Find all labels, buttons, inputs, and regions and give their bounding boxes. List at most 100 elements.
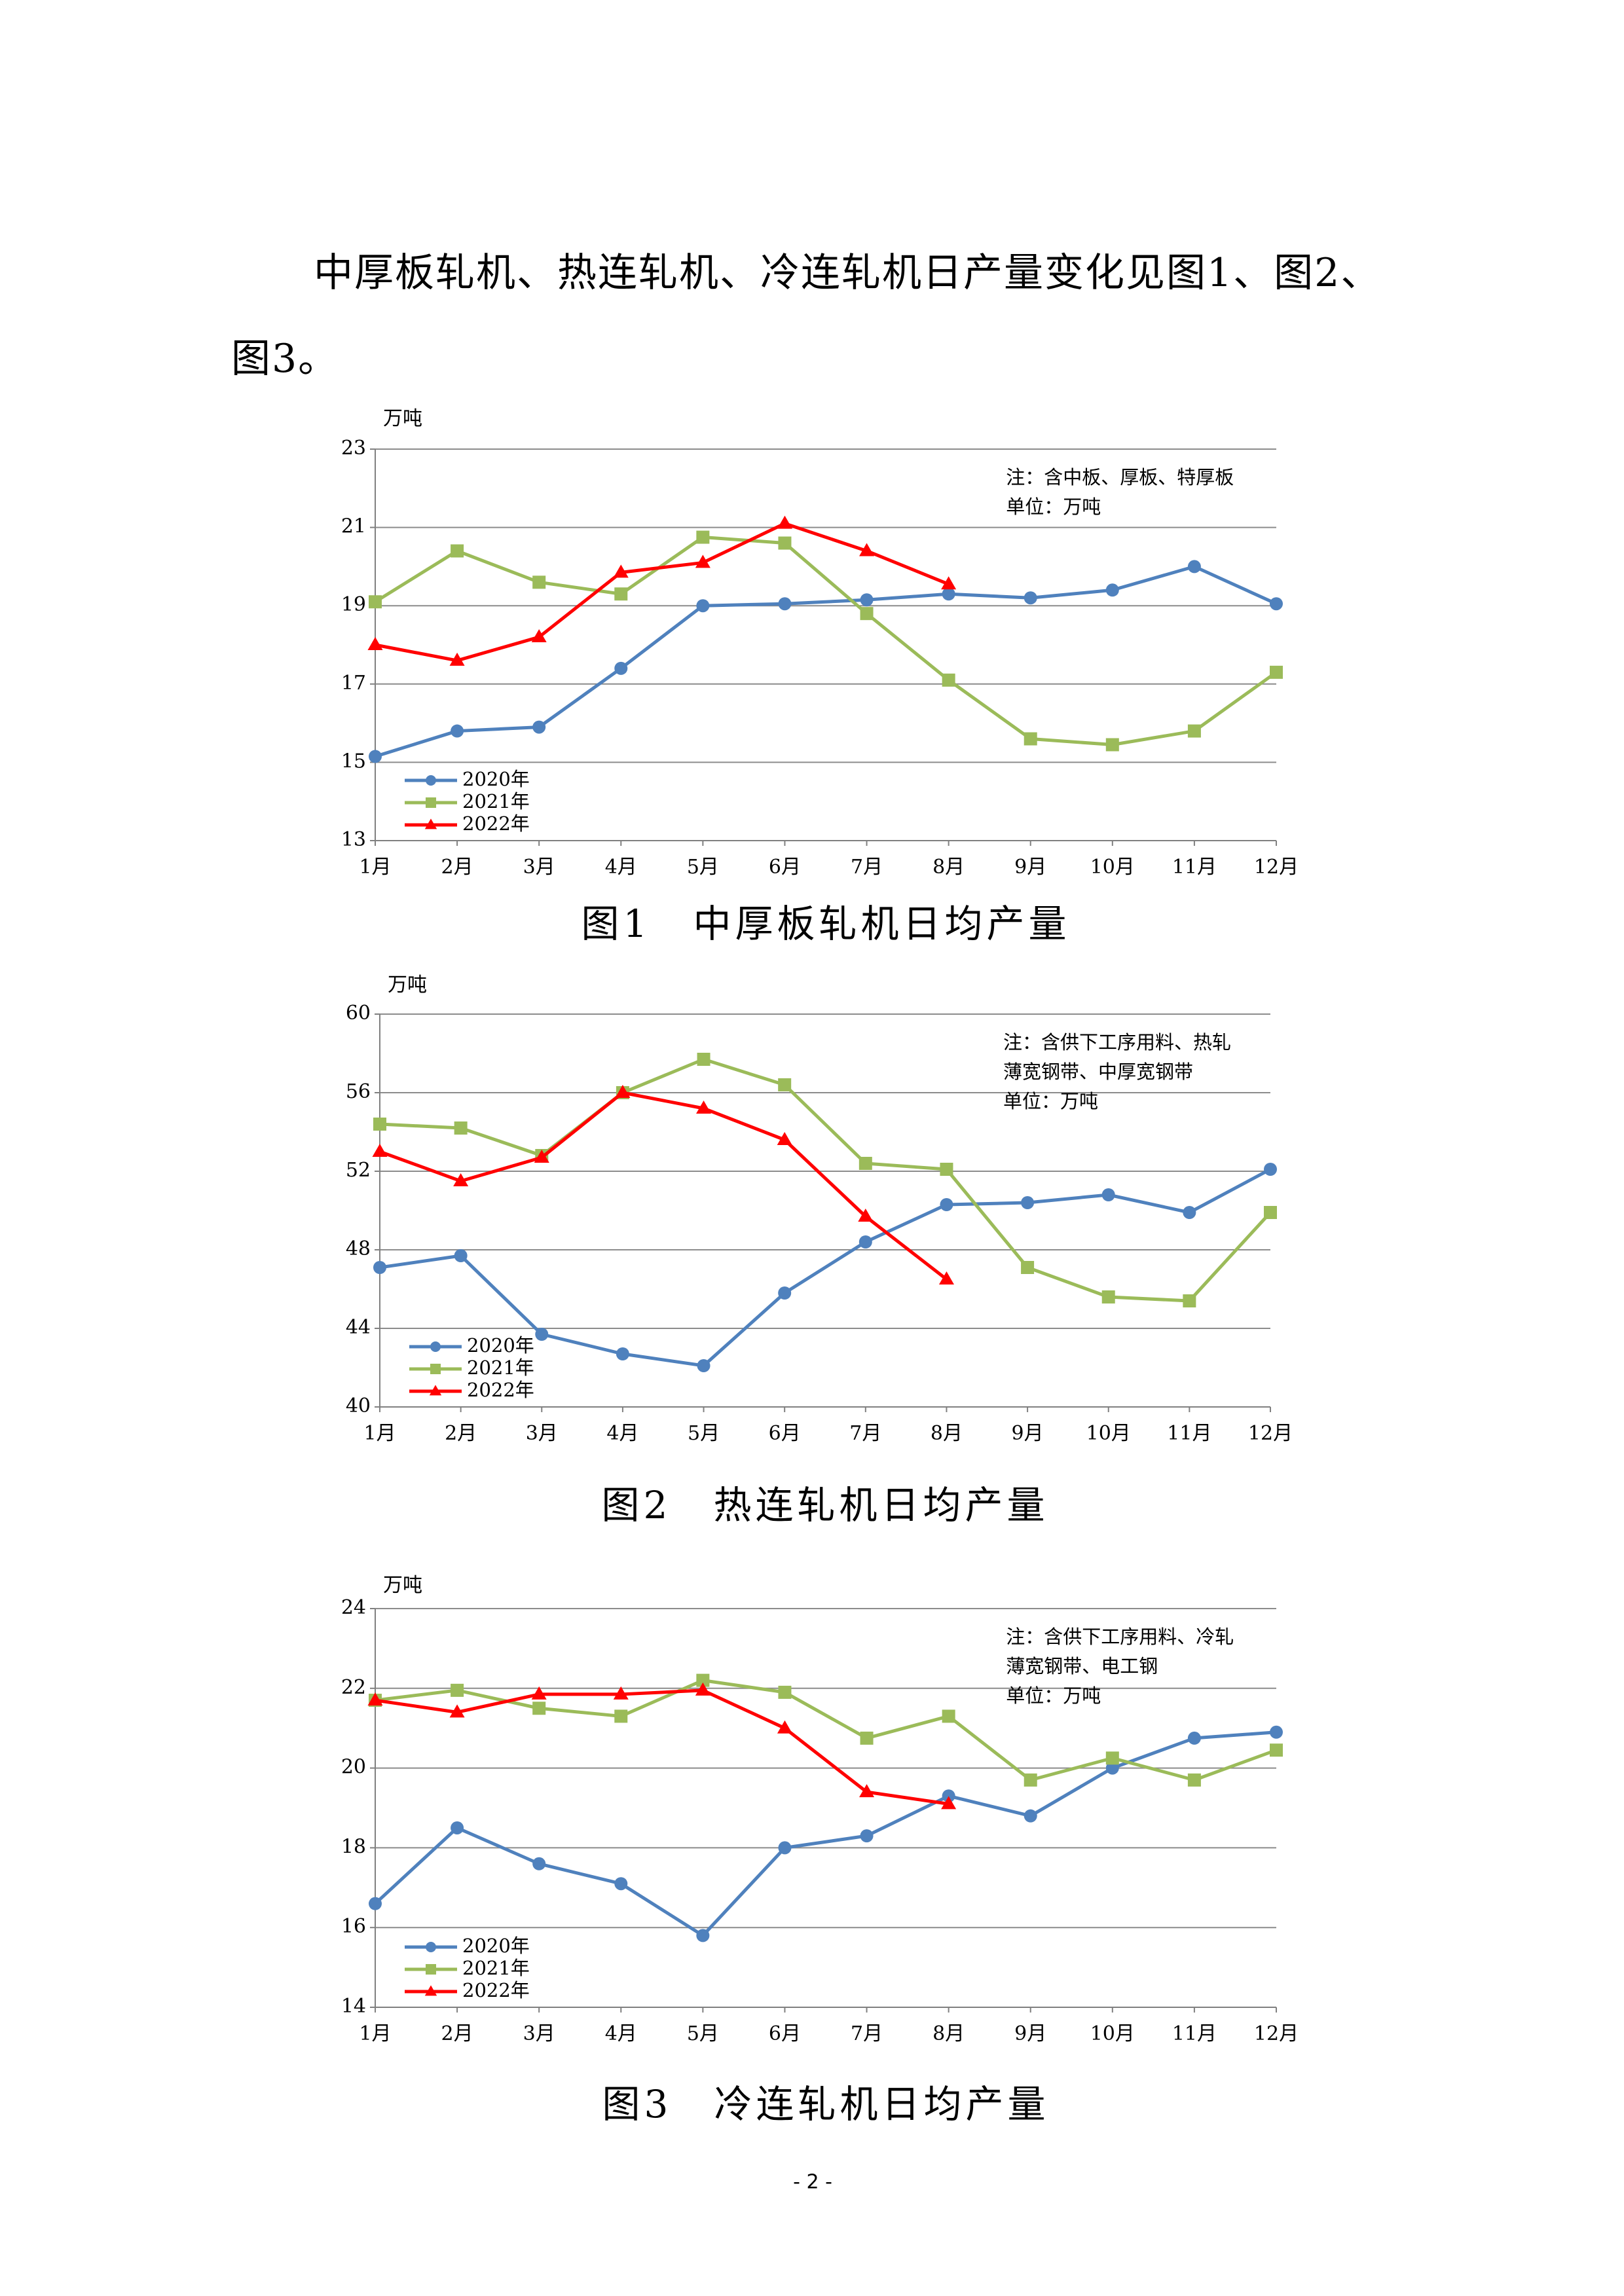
series-line <box>375 1688 950 1806</box>
marker <box>1024 1809 1037 1823</box>
x-tick-label: 2月 <box>445 1422 477 1445</box>
marker <box>1105 1751 1119 1765</box>
marker <box>696 530 710 544</box>
marker <box>369 1897 382 1910</box>
legend-label: 2020年 <box>467 1334 534 1357</box>
marker <box>614 661 628 675</box>
marker <box>858 1157 872 1170</box>
marker <box>942 673 955 687</box>
series-line <box>379 1091 948 1281</box>
marker <box>373 1118 386 1131</box>
legend-label: 2021年 <box>462 1957 530 1979</box>
marker <box>449 652 465 666</box>
marker <box>534 1150 549 1163</box>
note: 薄宽钢带、电工钢 <box>1006 1655 1158 1677</box>
x-tick-label: 11月 <box>1167 1422 1211 1445</box>
marker <box>367 637 383 650</box>
marker <box>1021 1261 1035 1274</box>
x-tick-label: 3月 <box>526 1422 558 1445</box>
marker <box>453 1173 469 1186</box>
paragraph: 中厚板轧机、热连轧机、冷连轧机日产量变化见图1、图2、图3。 <box>231 250 1382 382</box>
x-tick-label: 8月 <box>932 856 965 879</box>
legend-marker <box>426 1964 436 1975</box>
marker <box>1187 724 1201 738</box>
marker <box>1270 665 1283 679</box>
marker <box>532 720 546 734</box>
caption: 图2 热连轧机日均产量 <box>602 1483 1049 1527</box>
x-tick-label: 5月 <box>687 2022 719 2045</box>
marker <box>778 1841 792 1855</box>
marker <box>859 543 875 556</box>
x-tick-label: 3月 <box>523 856 555 879</box>
marker <box>1105 583 1119 597</box>
marker <box>940 1163 953 1176</box>
x-tick-label: 10月 <box>1090 2022 1135 2045</box>
x-tick-label: 12月 <box>1254 2022 1299 2045</box>
y-tick-label: 20 <box>341 1756 366 1779</box>
marker <box>860 1829 874 1843</box>
marker <box>941 1796 957 1810</box>
marker <box>1183 1206 1196 1219</box>
marker <box>1264 1163 1277 1176</box>
x-tick-label: 2月 <box>441 856 473 879</box>
legend-label: 2022年 <box>462 812 530 835</box>
x-tick-label: 1月 <box>363 1422 396 1445</box>
note: 薄宽钢带、中厚宽钢带 <box>1003 1061 1193 1083</box>
x-tick-label: 7月 <box>849 1422 881 1445</box>
x-tick-label: 6月 <box>769 1422 801 1445</box>
marker <box>1024 1773 1037 1787</box>
marker <box>1183 1294 1196 1307</box>
marker <box>1270 597 1283 611</box>
series-line <box>379 1057 1272 1303</box>
x-tick-label: 9月 <box>1014 2022 1046 2045</box>
marker <box>615 1085 631 1098</box>
marker <box>695 1682 710 1696</box>
marker <box>449 1704 465 1718</box>
marker <box>1105 1761 1119 1775</box>
marker <box>1187 560 1201 574</box>
x-tick-label: 6月 <box>769 2022 801 2045</box>
legend-marker <box>426 775 436 786</box>
y-axis-label: 万吨 <box>383 1574 422 1597</box>
note: 单位：万吨 <box>1006 496 1101 518</box>
marker <box>860 593 874 607</box>
marker <box>860 1731 874 1745</box>
x-tick-label: 7月 <box>851 856 883 879</box>
x-tick-label: 7月 <box>851 2022 883 2045</box>
y-tick-label: 15 <box>341 750 366 773</box>
y-tick-label: 40 <box>346 1394 371 1417</box>
page-number: - 2 - <box>793 2171 832 2194</box>
y-tick-label: 14 <box>341 1995 366 2018</box>
marker <box>858 1209 874 1222</box>
marker <box>451 1683 464 1697</box>
marker <box>614 587 628 601</box>
marker <box>531 1686 547 1700</box>
y-tick-label: 48 <box>346 1237 371 1260</box>
legend-marker <box>426 1942 436 1952</box>
marker <box>454 1121 468 1135</box>
x-tick-label: 2月 <box>441 2022 473 2045</box>
marker <box>535 1328 549 1341</box>
marker <box>451 544 464 558</box>
series-line <box>374 536 1278 746</box>
series-line <box>375 1679 1277 1782</box>
x-tick-label: 5月 <box>687 856 719 879</box>
x-tick-label: 4月 <box>605 2022 637 2045</box>
marker <box>858 1235 872 1248</box>
legend-marker <box>424 1985 437 1996</box>
chart: 万吨 40 44 48 52 56 60 1月 2月 3月 4月 5月 6月 7月 8月 9月 10月 11月 12… <box>346 974 1293 1527</box>
marker <box>1101 1290 1115 1303</box>
marker <box>614 1877 628 1891</box>
marker <box>616 1347 629 1360</box>
marker <box>696 599 710 613</box>
x-tick-label: 6月 <box>769 856 801 879</box>
y-tick-label: 22 <box>341 1676 366 1699</box>
legend-label: 2021年 <box>462 790 530 812</box>
marker <box>1105 738 1119 752</box>
marker <box>859 1784 875 1798</box>
marker <box>778 1078 792 1091</box>
x-tick-label: 5月 <box>688 1422 720 1445</box>
marker <box>696 1673 710 1687</box>
marker <box>531 629 547 643</box>
caption: 图1 中厚板轧机日均产量 <box>581 902 1071 946</box>
